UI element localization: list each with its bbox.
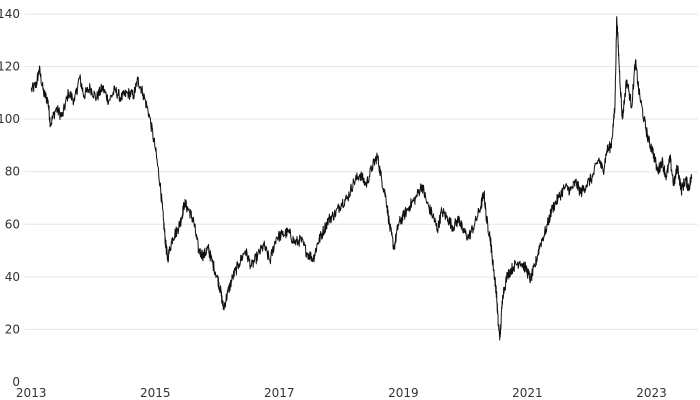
series-line-0 bbox=[30, 16, 693, 341]
x-axis-tick-labels: 2013 2015 2017 2019 2021 2023 bbox=[16, 386, 667, 400]
series-group bbox=[30, 16, 693, 341]
x-tick-label-2021: 2021 bbox=[512, 386, 543, 400]
y-tick-label-100: 100 bbox=[0, 112, 20, 126]
y-tick-label-120: 120 bbox=[0, 60, 20, 74]
x-tick-label-2015: 2015 bbox=[140, 386, 171, 400]
y-tick-label-60: 60 bbox=[5, 217, 20, 231]
gridlines bbox=[25, 13, 698, 330]
x-tick-label-2019: 2019 bbox=[388, 386, 419, 400]
x-tick-label-2013: 2013 bbox=[16, 386, 47, 400]
y-tick-label-0: 0 bbox=[12, 375, 20, 389]
y-tick-label-20: 20 bbox=[5, 322, 20, 336]
x-tick-label-2023: 2023 bbox=[636, 386, 667, 400]
y-tick-label-80: 80 bbox=[5, 165, 20, 179]
y-tick-label-140: 140 bbox=[0, 7, 20, 21]
y-axis-tick-labels: 0 20 40 60 80 100 120 140 bbox=[0, 7, 20, 389]
y-tick-label-40: 40 bbox=[5, 270, 20, 284]
x-tick-label-2017: 2017 bbox=[264, 386, 295, 400]
